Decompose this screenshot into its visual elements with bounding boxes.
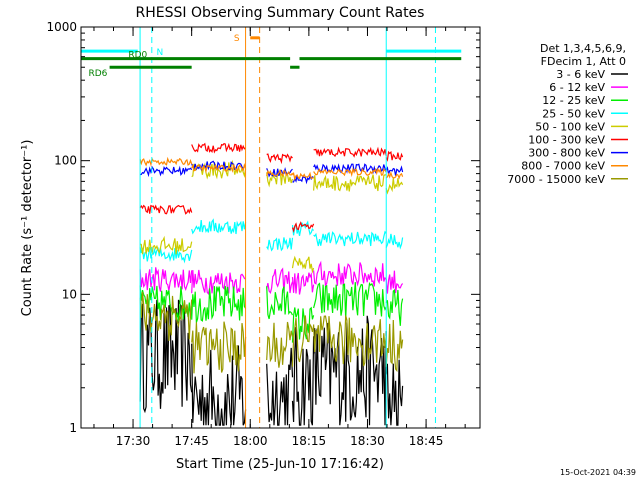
series-line xyxy=(313,167,387,178)
flag-label-rd0: RD0 xyxy=(128,51,147,61)
series-line xyxy=(139,291,193,341)
series-line xyxy=(139,299,193,414)
series-line xyxy=(291,315,315,367)
legend-entry-label: 7000 - 15000 keV xyxy=(507,173,605,186)
x-tick-label: 18:45 xyxy=(409,434,444,448)
series-6-12keV xyxy=(139,260,404,296)
series-line xyxy=(385,177,404,195)
plot-frame xyxy=(80,26,481,429)
series-line xyxy=(385,233,404,250)
legend-entry-label: 800 - 7000 keV xyxy=(521,160,605,173)
series-line xyxy=(291,255,315,274)
series-800-7000keV xyxy=(139,156,404,182)
series-line xyxy=(139,235,193,255)
series-line xyxy=(313,260,387,288)
x-tick-label: 18:15 xyxy=(292,434,327,448)
series-line xyxy=(191,285,247,323)
chart-title: RHESSI Observing Summary Count Rates xyxy=(136,5,425,21)
series-line xyxy=(139,267,193,292)
series-line xyxy=(266,347,294,426)
x-tick-label: 18:00 xyxy=(233,434,268,448)
series-line xyxy=(385,165,404,177)
flag-label-rd6: RD6 xyxy=(89,69,108,79)
series-line xyxy=(385,359,404,426)
series-line xyxy=(385,288,404,326)
series-line xyxy=(313,163,387,175)
legend-entry-label: 300 - 800 keV xyxy=(528,147,605,160)
series-line xyxy=(140,165,193,178)
series-line xyxy=(139,246,193,264)
series-line xyxy=(191,269,246,296)
flag-label-s: S xyxy=(234,34,240,44)
series-line xyxy=(191,343,247,426)
series-line xyxy=(191,142,246,154)
legend-entry-label: 6 - 12 keV xyxy=(549,81,605,94)
footer-timestamp: 15-Oct-2021 04:39 xyxy=(560,468,636,477)
series-line xyxy=(266,286,294,320)
y-tick-label: 1 xyxy=(69,421,77,435)
series-line xyxy=(313,315,387,426)
series-line xyxy=(385,150,404,162)
legend-header-line: Det 1,3,4,5,6,9, xyxy=(540,42,626,55)
series-line xyxy=(191,163,247,174)
series-line xyxy=(139,156,193,167)
legend-entry-label: 25 - 50 keV xyxy=(542,107,605,120)
legend-entry-label: 100 - 300 keV xyxy=(528,134,605,147)
series-line xyxy=(385,270,404,294)
flag-label-n: N xyxy=(156,48,163,58)
legend-entry-label: 12 - 25 keV xyxy=(542,94,605,107)
series-line xyxy=(313,174,387,192)
series-line xyxy=(291,272,315,295)
series-12-25keV xyxy=(139,281,404,343)
series-line xyxy=(313,146,387,158)
series-line xyxy=(266,153,293,165)
series-line xyxy=(266,321,294,368)
y-tick-label: 10 xyxy=(62,287,77,301)
series-line xyxy=(385,171,404,180)
series-line xyxy=(191,218,247,235)
legend-entry-label: 3 - 6 keV xyxy=(556,68,605,81)
x-axis-label: Start Time (25-Jun-10 17:16:42) xyxy=(176,457,384,472)
y-tick-label: 100 xyxy=(54,154,77,168)
series-line xyxy=(292,171,314,182)
series-line xyxy=(313,230,387,247)
series-100-300keV xyxy=(139,142,404,233)
x-tick-label: 18:30 xyxy=(350,434,385,448)
series-line xyxy=(385,319,404,373)
y-axis-label: Count Rate (s⁻¹ detector⁻¹) xyxy=(20,140,35,317)
x-tick-label: 17:30 xyxy=(116,434,151,448)
x-tick-label: 17:45 xyxy=(174,434,209,448)
series-line xyxy=(291,306,315,343)
series-line xyxy=(313,281,387,319)
legend-header-line: FDecim 1, Att 0 xyxy=(541,55,626,68)
series-7000-15000keV xyxy=(139,291,404,374)
series-line xyxy=(191,321,247,374)
series-line xyxy=(313,315,387,367)
series-line xyxy=(139,204,193,215)
y-tick-label: 1000 xyxy=(46,20,77,34)
series-line xyxy=(266,237,294,252)
series-line xyxy=(291,221,315,233)
legend-entry-label: 50 - 100 keV xyxy=(535,120,605,133)
series-line xyxy=(266,267,294,295)
series-line xyxy=(266,169,294,177)
